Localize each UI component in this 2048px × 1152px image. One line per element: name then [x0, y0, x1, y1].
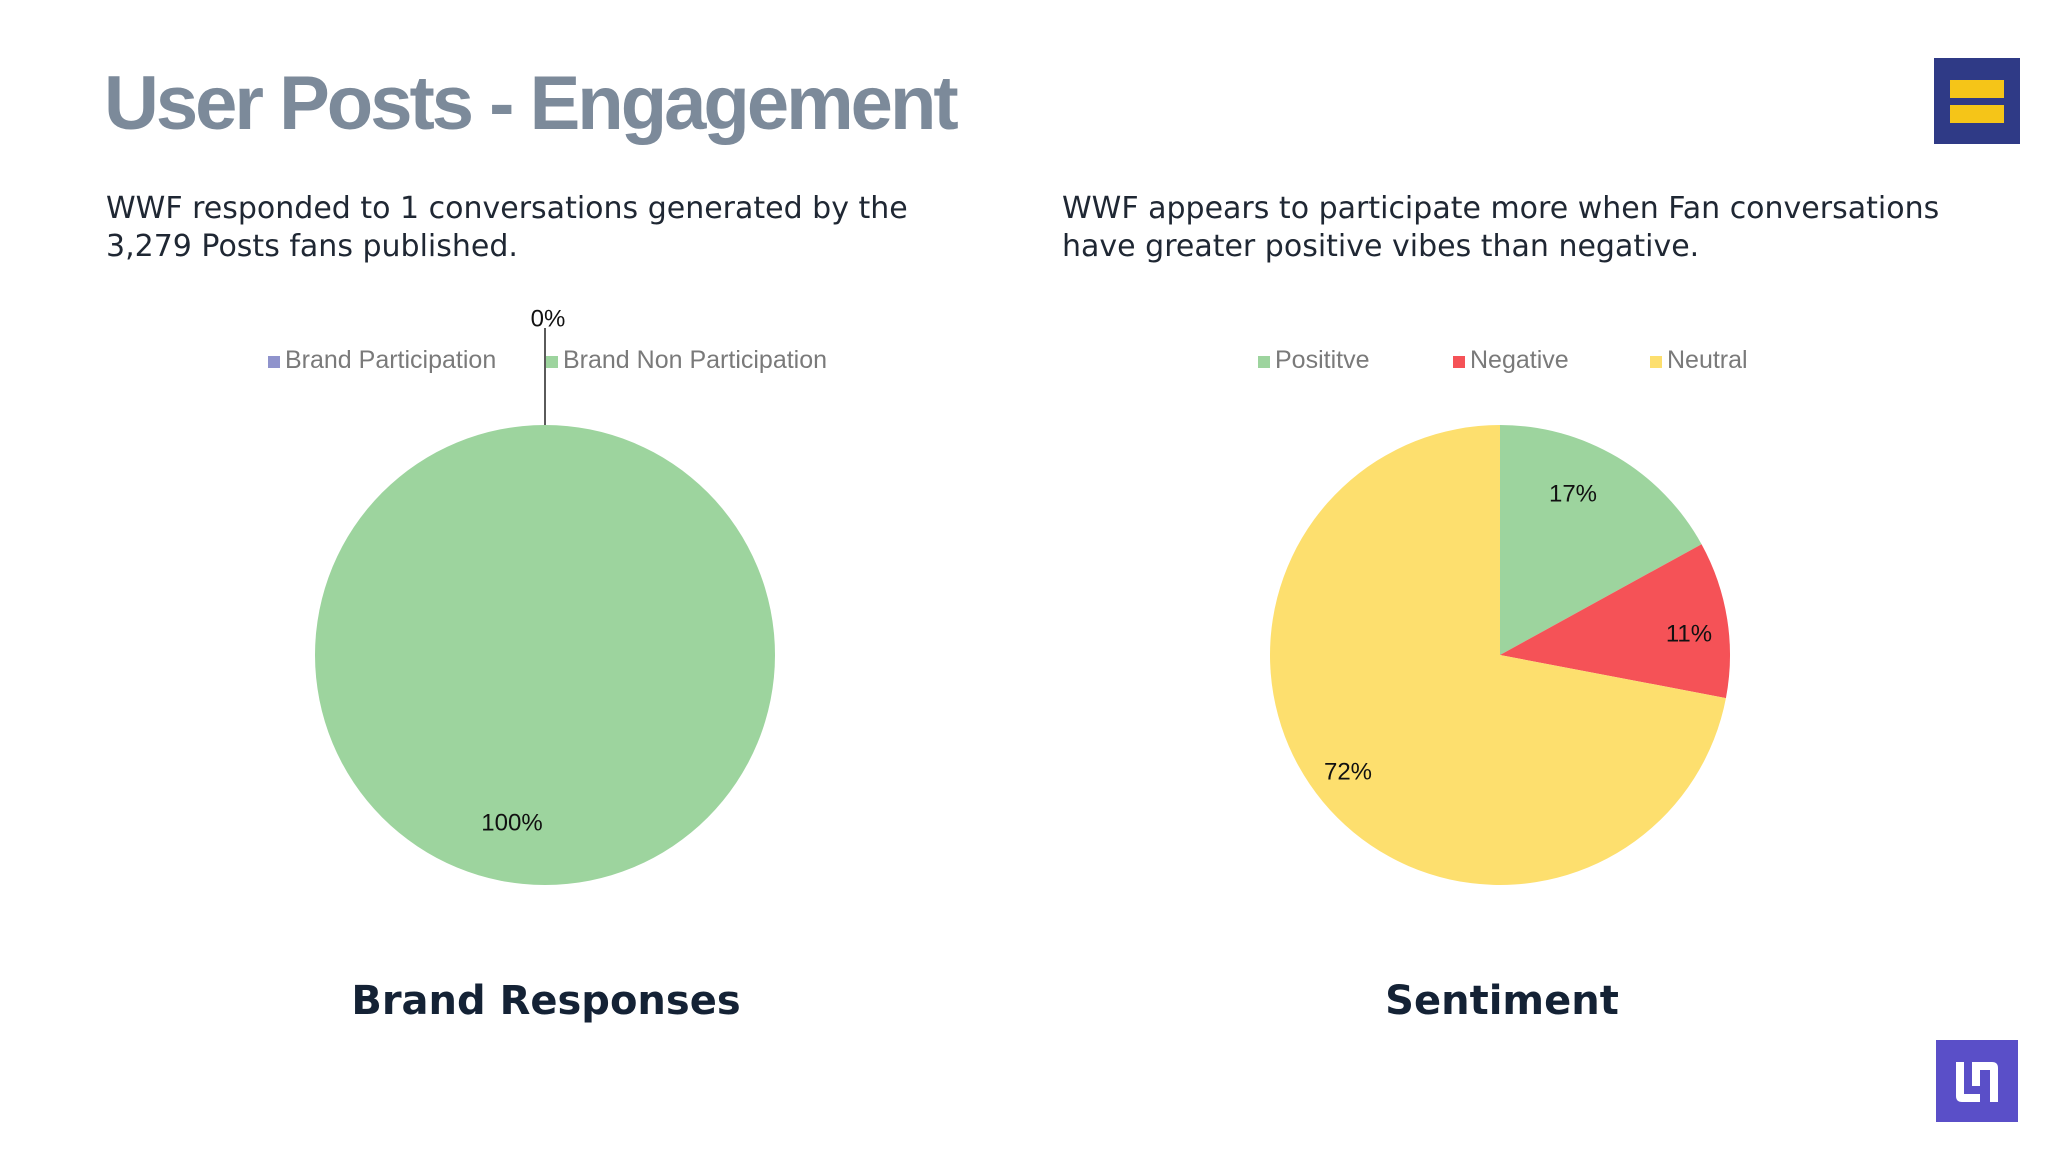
brand-responses-caption: Brand Responses: [351, 978, 741, 1024]
legend-item-posititve: Posititve: [1258, 346, 1369, 374]
legend-label-posititve: Posititve: [1275, 346, 1369, 374]
legend-label-brand-participation: Brand Participation: [285, 346, 496, 374]
equality-logo-icon: [1934, 58, 2020, 144]
sentiment-chart: Posititve Negative Neutral 17% 11% 72%: [1040, 300, 1960, 920]
data-label-negative: 11%: [1666, 620, 1712, 647]
legend-item-brand-non-participation: Brand Non Participation: [546, 346, 827, 374]
legend-label-brand-non-participation: Brand Non Participation: [563, 346, 827, 374]
legend-item-negative: Negative: [1453, 346, 1569, 374]
brand-logo-glyph: [1956, 1062, 1998, 1102]
page-title: User Posts - Engagement: [104, 61, 959, 146]
data-label-posititve: 17%: [1549, 480, 1597, 507]
legend-swatch-brand-participation: [268, 356, 280, 368]
legend-label-neutral: Neutral: [1667, 346, 1748, 374]
pie-slice-posititve: [1500, 425, 1702, 655]
sentiment-description: WWF appears to participate more when Fan…: [1062, 191, 1940, 264]
brand-responses-chart: Brand Participation Brand Non Participati…: [85, 300, 1005, 920]
sentiment-pie-svg: Posititve Negative Neutral 17% 11% 72%: [1258, 346, 1748, 885]
legend-swatch-neutral: [1650, 356, 1662, 368]
pie-slice-brand-non-participation: [315, 425, 775, 885]
data-label-neutral: 72%: [1324, 758, 1372, 785]
legend-swatch-negative: [1453, 356, 1465, 368]
brand-logo-icon: [1936, 1040, 2018, 1122]
logo-bar-top: [1950, 80, 2004, 98]
logo-bar-bottom: [1950, 105, 2004, 123]
legend-item-neutral: Neutral: [1650, 346, 1748, 374]
brand-responses-description: WWF responded to 1 conversations generat…: [106, 191, 908, 264]
brand-responses-pie-svg: Brand Participation Brand Non Participati…: [268, 305, 827, 885]
legend-item-brand-participation: Brand Participation: [268, 346, 496, 374]
pie-slice-neutral: [1269, 425, 1726, 885]
pie-slice-negative: [1500, 544, 1730, 699]
legend-swatch-posititve: [1258, 356, 1270, 368]
data-label-brand-non-participation: 100%: [481, 809, 542, 836]
legend-swatch-brand-non-participation: [546, 356, 558, 368]
legend-label-negative: Negative: [1470, 346, 1569, 374]
data-label-brand-participation: 0%: [531, 305, 566, 332]
sentiment-caption: Sentiment: [1385, 978, 1619, 1024]
